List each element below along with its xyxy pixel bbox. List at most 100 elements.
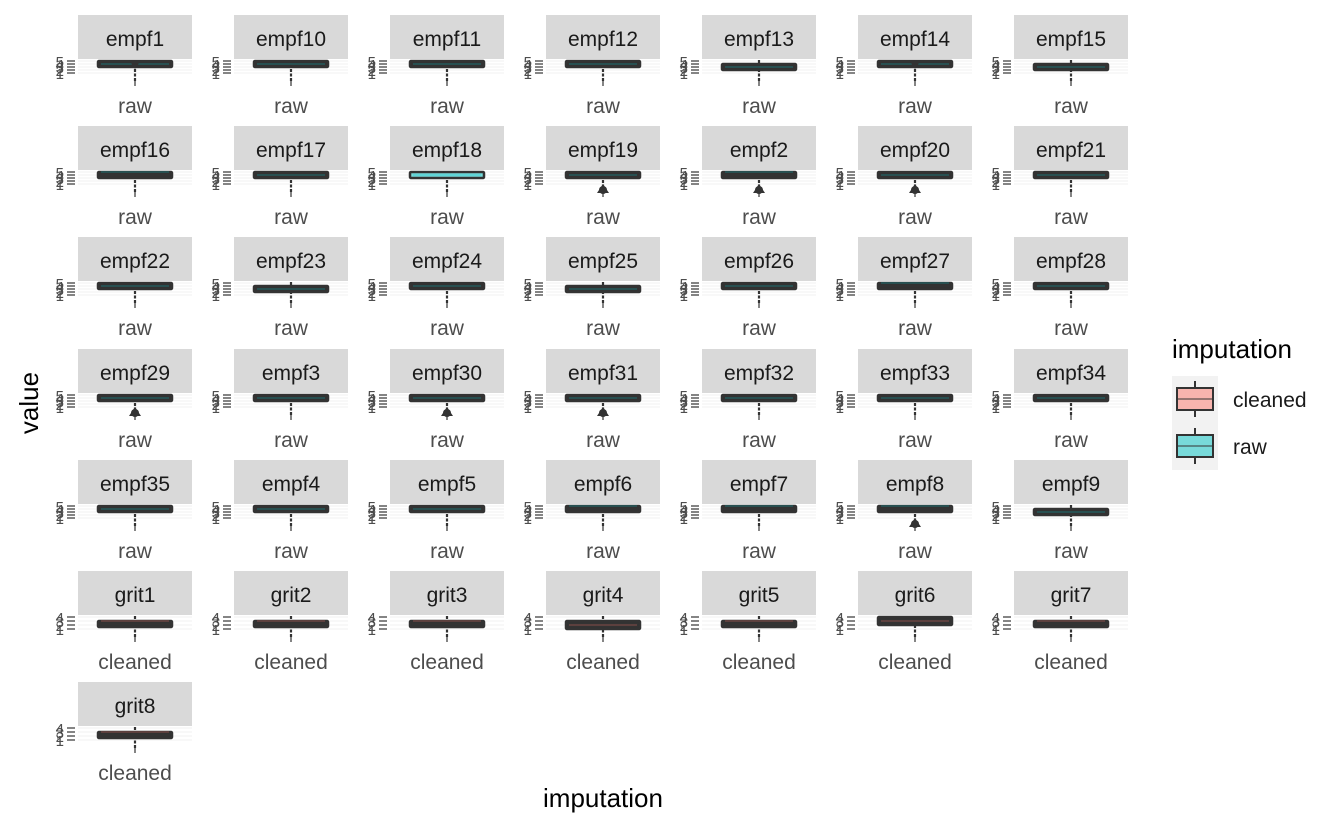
y-tick-label: 1 [368, 177, 376, 194]
facet-strip [858, 15, 972, 59]
y-tick-label: 1 [680, 177, 688, 194]
y-tick-label: 3 [836, 282, 844, 299]
facet-strip-label: empf29 [100, 362, 170, 385]
outlier-point [599, 186, 607, 194]
x-tick-label: raw [118, 429, 153, 452]
y-tick-label: 3 [368, 394, 376, 411]
facet-strip [78, 15, 192, 59]
y-tick-label: 1 [992, 177, 1000, 194]
outlier-points [909, 60, 921, 69]
legend-item: cleaned [1176, 381, 1307, 417]
y-tick-label: 4 [836, 502, 844, 519]
x-tick-label: raw [742, 206, 777, 229]
x-tick-label: raw [274, 317, 309, 340]
outlier-points [129, 60, 141, 69]
y-tick-label: 2 [524, 618, 532, 635]
y-tick-label: 1 [368, 400, 376, 417]
y-tick-label: 5 [368, 54, 376, 71]
x-tick-label: raw [742, 540, 777, 563]
y-tick-label: 1 [212, 622, 220, 639]
y-tick-label: 4 [56, 57, 64, 74]
y-tick-label: 4 [992, 391, 1000, 408]
facet-strip [858, 237, 972, 281]
x-tick-label: raw [898, 206, 933, 229]
facet-strip-label: empf23 [256, 250, 326, 273]
y-tick-label: 5 [212, 165, 220, 182]
y-tick-label: 4 [212, 391, 220, 408]
y-tick-label: 4 [680, 502, 688, 519]
y-tick-label: 2 [680, 174, 688, 191]
facet-strip-label: empf30 [412, 362, 482, 385]
x-tick-label: raw [742, 95, 777, 118]
facet-strip [78, 682, 192, 726]
y-tick-label: 4 [212, 57, 220, 74]
y-tick-label: 3 [680, 171, 688, 188]
y-tick-label: 1 [212, 66, 220, 83]
y-tick-label: 5 [56, 388, 64, 405]
y-tick-label: 3 [524, 614, 532, 631]
y-tick-label: 4 [368, 168, 376, 185]
x-tick-label: raw [898, 540, 933, 563]
y-tick-label: 2 [56, 397, 64, 414]
facet-strip [234, 571, 348, 615]
y-tick-label: 2 [368, 618, 376, 635]
facet-panels: empf154321rawempf1054321rawempf1154321ra… [56, 15, 1128, 785]
y-tick-label: 1 [368, 511, 376, 528]
y-tick-label: 3 [212, 171, 220, 188]
x-tick-label: raw [1054, 540, 1089, 563]
box [96, 730, 174, 740]
y-tick-label: 2 [836, 397, 844, 414]
facet-strip-label: empf32 [724, 362, 794, 385]
y-tick-label: 4 [680, 279, 688, 296]
y-tick-label: 4 [56, 168, 64, 185]
facet-strip [546, 460, 660, 504]
y-tick-label: 4 [368, 391, 376, 408]
facet-strip [78, 349, 192, 393]
y-tick-label: 1 [680, 622, 688, 639]
x-tick-label: cleaned [1034, 651, 1108, 674]
facet-strip-label: empf5 [418, 473, 476, 496]
y-tick-label: 5 [680, 499, 688, 516]
y-tick-label: 1 [836, 288, 844, 305]
y-tick-label: 2 [212, 508, 220, 525]
y-tick-label: 4 [524, 391, 532, 408]
y-tick-label: 1 [212, 511, 220, 528]
facet-strip-label: grit7 [1051, 584, 1092, 607]
y-tick-label: 3 [836, 505, 844, 522]
facet-strip-label: empf11 [413, 28, 482, 51]
y-tick-label: 4 [992, 502, 1000, 519]
outlier-point [599, 409, 607, 417]
legend-item-label: cleaned [1233, 389, 1307, 412]
y-tick-label: 3 [680, 614, 688, 631]
facet-strip-label: empf14 [880, 28, 950, 51]
y-tick-label: 1 [524, 400, 532, 417]
facet-strip-label: empf34 [1036, 362, 1106, 385]
x-tick-label: raw [898, 429, 933, 452]
y-tick-label: 2 [212, 63, 220, 80]
y-tick-label: 5 [836, 165, 844, 182]
y-tick-label: 2 [524, 174, 532, 191]
x-tick-label: raw [430, 95, 465, 118]
y-tick-label: 3 [992, 171, 1000, 188]
facet-strip-label: empf25 [568, 250, 638, 273]
y-tick-label: 3 [56, 505, 64, 522]
y-tick-label: 3 [368, 282, 376, 299]
facet-strip [390, 126, 504, 170]
y-tick-label: 4 [680, 610, 688, 627]
facet-strip-label: empf17 [256, 139, 326, 162]
y-tick-label: 1 [212, 177, 220, 194]
y-tick-label: 3 [524, 171, 532, 188]
y-tick-label: 1 [56, 511, 64, 528]
y-tick-label: 2 [524, 397, 532, 414]
y-tick-label: 5 [56, 54, 64, 71]
x-tick-label: raw [586, 429, 621, 452]
